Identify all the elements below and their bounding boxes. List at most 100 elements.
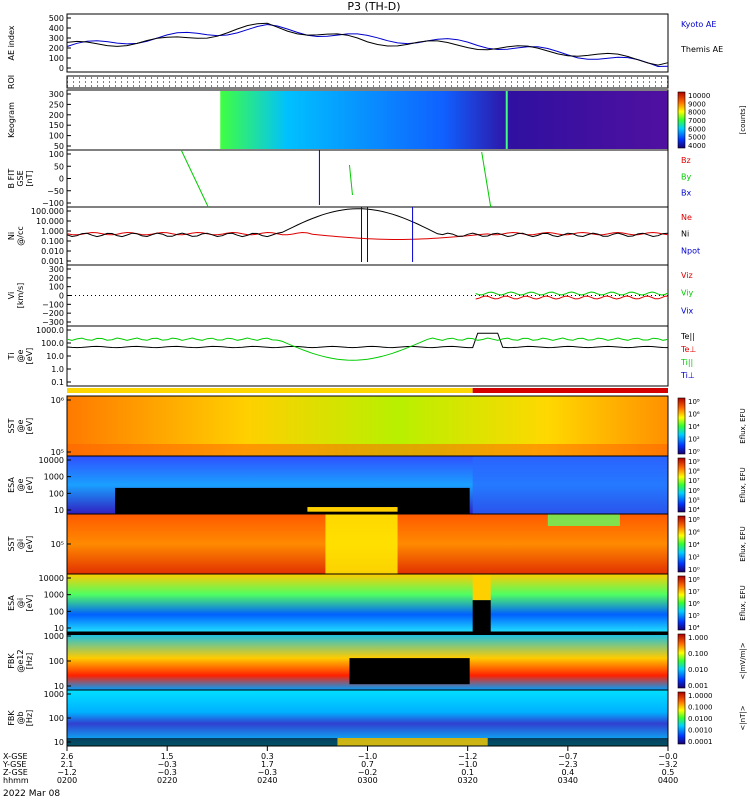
keogram-colorbar-tick: 7000 [688,117,706,125]
x-row-label: Z-GSE [3,768,28,777]
x-tick-value: −1.0 [458,760,477,769]
ti-tick-label: 1.0 [51,365,64,374]
sst_e-tick-label: 10⁵ [51,448,64,457]
fbk_b-tick-label: 10 [54,738,64,747]
roi-ylabel: ROI [7,75,16,89]
fbk_e-colorbar-tick: 0.001 [688,682,708,690]
fbk_e-spectrogram [67,632,668,690]
ti-ylabel: [eV] [25,348,34,365]
fbk_b-colorbar-tick: 1.0000 [688,692,713,700]
fbk_b-colorbar-tick: 0.0010 [688,727,713,735]
x-tick-value: 0300 [357,776,377,785]
bfit-tick-label: −50 [47,187,64,196]
mode-bar-fast [67,388,473,393]
bfit-ylabel: GSE [16,170,25,186]
sst_e-ylabel: SST [7,418,16,433]
x-tick-value: 0320 [457,776,477,785]
vi-tick-label: 100 [49,283,64,292]
sst_e-colorbar-tick: 10⁸ [688,398,700,406]
ti-legend-label: Te|| [680,332,695,341]
ti-tick-label: 10.0 [46,352,64,361]
esa_e-tick-label: 10000 [39,456,64,465]
bfit-ylabel: [nT] [25,170,34,186]
ni-legend-label: Ni [681,230,689,239]
ae-tick-label: 500 [49,14,64,23]
ti-legend-label: Te⊥ [680,345,696,354]
ni-legend-label: Ne [681,213,692,222]
keogram-tick-label: 250 [49,100,64,109]
sst_e-colorbar-tick: 10⁰ [688,448,700,456]
fbk_e-colorbar-tick: 0.100 [688,650,708,658]
fbk_b-colorbar-tick: 0.1000 [688,704,713,712]
fbk_e-ylabel: @e12 [16,649,25,672]
esa_e-ylabel: ESA [7,477,16,493]
ti-legend-label: Ti|| [680,358,693,367]
esa_e-ylabel: [eV] [25,477,34,494]
esa_e-colorbar-tick: 10⁶ [688,487,700,495]
x-tick-value: 1.5 [161,752,174,761]
fbk_b-colorbar-units: <|nT|> [739,705,747,730]
bfit-legend-label: By [681,172,691,181]
fbk_b-colorbar-tick: 0.0001 [688,738,713,746]
fbk_e-ylabel: FBK [7,653,16,669]
ae-series-1 [66,22,669,66]
date-label: 2022 Mar 08 [3,789,60,799]
vi-tick-label: −200 [42,309,64,318]
ni-ylabel: @/cc [16,226,25,246]
x-tick-value: −3.2 [658,760,677,769]
x-tick-value: −2.3 [558,760,577,769]
ni-tick-label: 10.000 [36,217,64,226]
sst_i-colorbar-tick: 10² [688,554,700,562]
fbk_e-colorbar-tick: 1.000 [688,634,708,642]
keogram-tick-label: 50 [54,142,64,151]
keogram-tick-label: 100 [49,132,64,141]
x-tick-value: −1.0 [358,752,377,761]
x-row-label: X-GSE [3,752,28,761]
sst_i-colorbar-units: Eflux, EFU [739,526,747,561]
x-tick-value: −0.7 [558,752,577,761]
fbk_b-ylabel: FBK [7,710,16,726]
ae-tick-label: 100 [49,54,64,63]
esa_i-colorbar-tick: 10⁶ [688,600,700,608]
keogram-ylabel: Keogram [7,102,16,138]
x-tick-value: 0.5 [662,768,675,777]
vi-legend-label: Viy [681,289,694,298]
x-tick-value: 1.7 [261,760,274,769]
ni-tick-label: 0.100 [41,237,64,246]
esa_e-colorbar-tick: 10⁹ [688,458,700,466]
keogram-colorbar-tick: 10000 [688,92,710,100]
ni-ylabel: Ni [7,232,16,240]
sst_e-colorbar-units: Eflux, EFU [739,408,747,443]
sst_i-spectrogram [67,514,668,574]
x-tick-value: 0400 [658,776,678,785]
vi-ylabel: Vi [7,292,16,300]
bfit-legend-label: Bx [681,189,691,198]
ae-ylabel: AE index [7,25,16,60]
ae-tick-label: 400 [49,24,64,33]
keogram-colorbar [677,91,686,149]
fbk_b-spectrogram [67,690,668,746]
x-tick-value: 0.3 [261,752,274,761]
esa_i-tick-label: 10 [54,624,64,633]
ti-frame [66,325,669,387]
ti-legend-label: Ti⊥ [680,371,695,380]
keogram-tick-label: 300 [49,90,64,99]
esa_i-tick-label: 100 [49,607,64,616]
keogram-spectrogram [220,91,668,149]
x-tick-value: −1.2 [458,752,477,761]
fbk_e-colorbar-units: <|mV/m|> [739,642,747,679]
sst_i-ylabel: @i [16,539,25,549]
ti-par-line [66,337,669,361]
esa_i-tick-label: 1000 [44,591,64,600]
bfit-frame [66,149,669,208]
sst_e-ylabel: @e [16,419,25,432]
esa_e-colorbar [677,457,686,513]
bfit-tick-label: −100 [42,199,64,208]
x-tick-value: 0.1 [461,768,474,777]
keogram-colorbar-tick: 6000 [688,125,706,133]
sst_i-colorbar-tick: 10⁴ [688,541,700,549]
vi-tick-label: 0 [59,292,64,301]
keogram-colorbar-units: [counts] [739,105,747,134]
ae-tick-label: 200 [49,44,64,53]
